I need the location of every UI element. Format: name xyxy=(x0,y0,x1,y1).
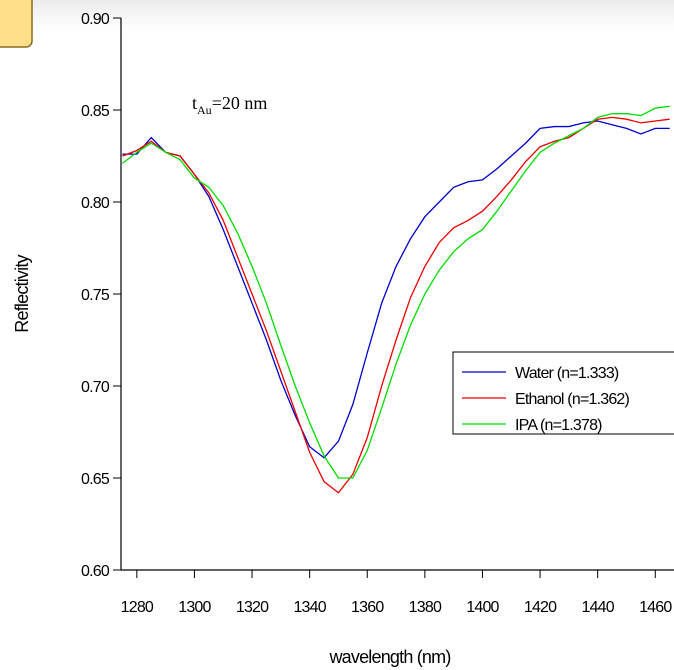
axes xyxy=(120,18,674,571)
x-tick-label: 1360 xyxy=(351,599,384,616)
x-tick-label: 1280 xyxy=(121,599,154,616)
legend-label: IPA (n=1.378) xyxy=(515,417,602,434)
y-tick-label: 0.85 xyxy=(81,103,110,120)
annotation-text: =20 nm xyxy=(212,93,268,113)
legend: Water (n=1.333) Ethanol (n=1.362) IPA (n=1… xyxy=(452,351,674,435)
y-tick-label: 0.65 xyxy=(81,471,110,488)
x-tick-label: 1340 xyxy=(293,599,326,616)
y-tick-label: 0.90 xyxy=(81,11,110,28)
x-axis-label: wavelength (nm) xyxy=(328,647,450,667)
background-band xyxy=(0,0,674,30)
y-tick-label: 0.80 xyxy=(81,195,110,212)
series-line xyxy=(122,105,670,479)
x-tick-label: 1300 xyxy=(178,599,211,616)
annotation-subscript: Au xyxy=(197,103,212,117)
x-tick-label: 1400 xyxy=(466,599,499,616)
legend-box xyxy=(452,351,674,435)
x-tick-label: 1320 xyxy=(236,599,269,616)
legend-label: Water (n=1.333) xyxy=(515,365,619,382)
series-line xyxy=(122,116,670,494)
y-tick-label: 0.60 xyxy=(81,563,110,580)
x-tick-label: 1380 xyxy=(409,599,442,616)
corner-icon xyxy=(0,0,33,48)
series-line xyxy=(122,120,670,459)
x-tick-label: 1420 xyxy=(524,599,557,616)
annotation-symbol: t xyxy=(192,93,197,113)
x-tick-label: 1440 xyxy=(581,599,614,616)
y-tick-label: 0.75 xyxy=(81,287,110,304)
plot-area xyxy=(122,105,670,494)
annotation: tAu=20 nm xyxy=(192,93,267,117)
legend-label: Ethanol (n=1.362) xyxy=(515,391,630,408)
y-axis-label: Reflectivity xyxy=(12,254,32,332)
y-tick-label: 0.70 xyxy=(81,379,110,396)
x-tick-label: 1460 xyxy=(639,599,672,616)
